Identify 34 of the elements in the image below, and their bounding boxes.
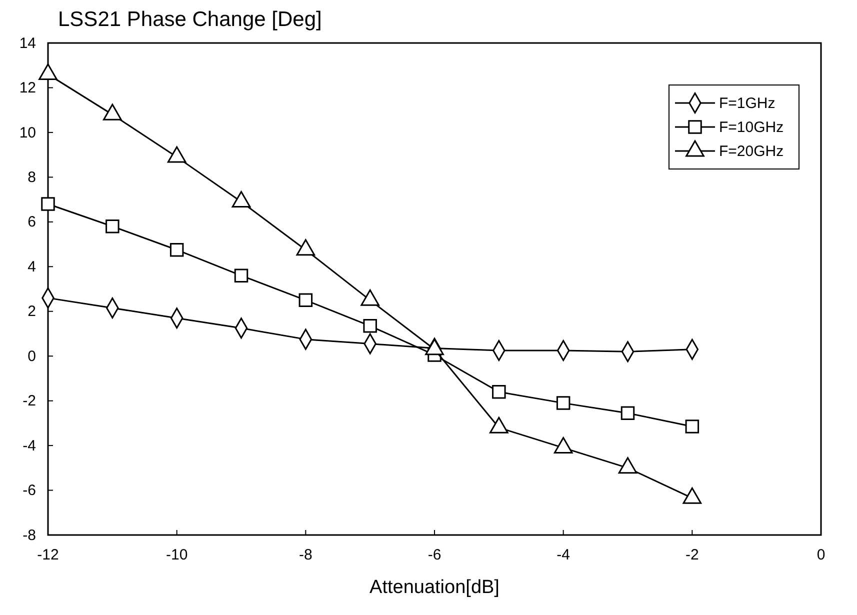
x-tick-label: -6 [428,546,442,564]
point [685,420,700,434]
y-tick-label: 14 [19,34,36,52]
point [234,268,248,282]
y-tick-label: 8 [28,168,36,186]
point [298,293,313,308]
y-tick-label: 6 [28,214,36,231]
x-tick-label: -12 [37,546,59,564]
legend-label: F=20GHz [719,143,784,160]
x-tick-label: -10 [166,546,188,564]
x-tick-label: -2 [685,546,699,564]
point [556,396,570,410]
y-tick-label: -8 [22,526,36,544]
x-tick-label: -8 [298,546,312,564]
y-tick-label: 0 [28,348,36,365]
legend-label: F=1GHz [719,95,776,112]
point [170,242,184,257]
chart-title: LSS21 Phase Change [Deg] [58,8,322,31]
y-tick-label: -4 [22,437,36,454]
point [41,197,55,211]
y-tick-label: -6 [22,482,36,500]
x-axis-title: Attenuation[dB] [370,577,500,598]
point [106,220,120,234]
y-tick-label: 12 [19,80,36,97]
y-tick-label: 4 [28,258,36,276]
point [492,385,506,399]
y-tick-label: 2 [28,303,36,320]
x-tick-label: 0 [816,546,826,564]
x-tick-label: -4 [556,546,570,564]
y-tick-label: 10 [19,124,36,142]
legend-label: F=10GHz [719,119,784,136]
point [620,406,635,420]
point [363,319,377,333]
y-tick-label: -2 [22,392,36,410]
